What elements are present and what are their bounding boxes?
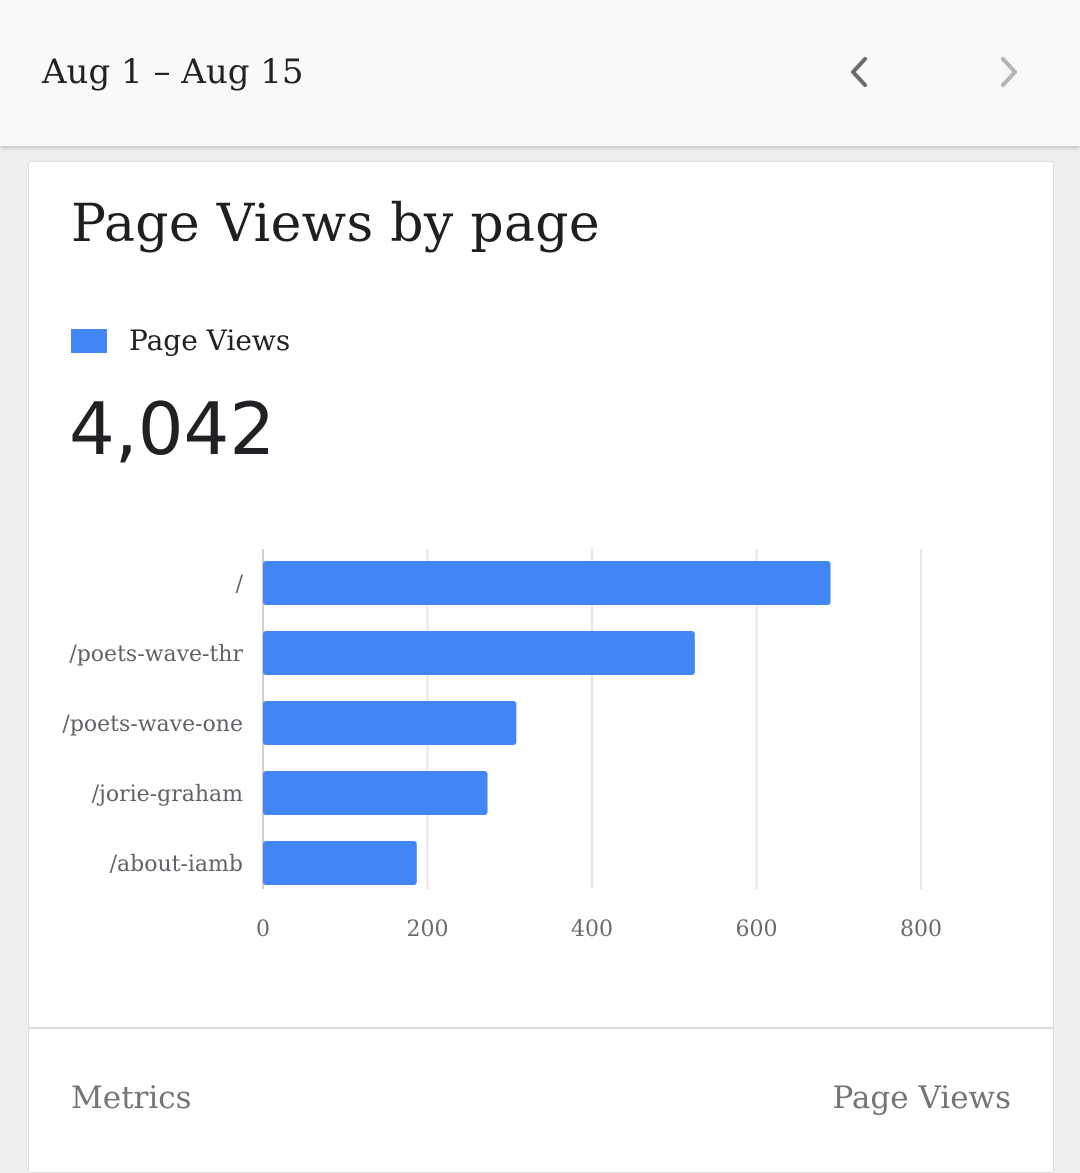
category-label: /poets-wave-one (62, 712, 243, 737)
x-tick-label: 400 (571, 917, 613, 942)
bar (263, 841, 417, 885)
legend-label: Page Views (129, 324, 291, 357)
bar (263, 771, 488, 815)
category-label: /about-iamb (110, 852, 243, 877)
bar (263, 701, 517, 745)
category-label: /jorie-graham (92, 782, 243, 807)
metrics-label: Metrics (71, 1080, 192, 1116)
chart-title: Page Views by page (71, 194, 600, 254)
category-label: / (236, 572, 244, 597)
category-label: /poets-wave-thr (69, 642, 243, 667)
date-range-bar: Aug 1 – Aug 15 (0, 0, 1080, 146)
bar (263, 561, 831, 605)
total-page-views: 4,042 (69, 387, 276, 471)
metrics-value: Page Views (832, 1080, 1011, 1116)
x-tick-label: 600 (736, 917, 778, 942)
bar-chart: 0 200 400 600 800 / /poets-wave-thr/poets-wave… (62, 549, 942, 942)
date-range-label: Aug 1 – Aug 15 (42, 52, 304, 92)
x-tick-label: 200 (407, 917, 449, 942)
page-views-card: Page Views by page Page Views 4,042 0 200… (28, 161, 1054, 1173)
legend-swatch (71, 328, 107, 353)
bar (263, 631, 695, 675)
next-period-button[interactable] (986, 50, 1030, 94)
chevron-right-icon (1001, 57, 1017, 87)
chart-legend: Page Views (71, 324, 290, 357)
chevron-left-icon (851, 57, 867, 87)
x-tick-label: 0 (256, 917, 270, 942)
x-tick-label: 800 (900, 917, 942, 942)
previous-period-button[interactable] (838, 50, 882, 94)
card-divider (29, 1027, 1053, 1029)
